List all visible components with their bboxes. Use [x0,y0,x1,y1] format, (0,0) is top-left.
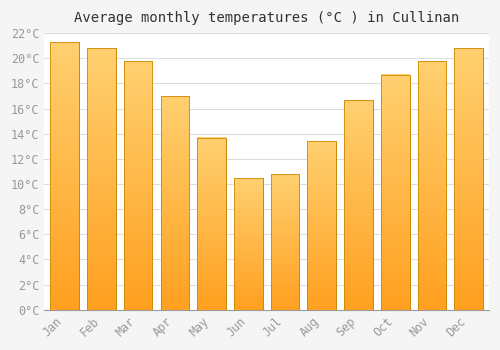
Bar [124,61,152,310]
Bar [234,178,262,310]
Bar [270,174,300,310]
Bar [198,138,226,310]
Bar [124,61,152,310]
Bar [50,42,79,310]
Title: Average monthly temperatures (°C ) in Cullinan: Average monthly temperatures (°C ) in Cu… [74,11,460,25]
Bar [50,42,79,310]
Bar [234,178,262,310]
Bar [418,61,446,310]
Bar [381,75,410,310]
Bar [454,48,483,310]
Bar [418,61,446,310]
Bar [270,174,300,310]
Bar [160,96,189,310]
Bar [344,100,373,310]
Bar [344,100,373,310]
Bar [308,141,336,310]
Bar [381,75,410,310]
Bar [198,138,226,310]
Bar [454,48,483,310]
Bar [160,96,189,310]
Bar [87,48,116,310]
Bar [308,141,336,310]
Bar [87,48,116,310]
